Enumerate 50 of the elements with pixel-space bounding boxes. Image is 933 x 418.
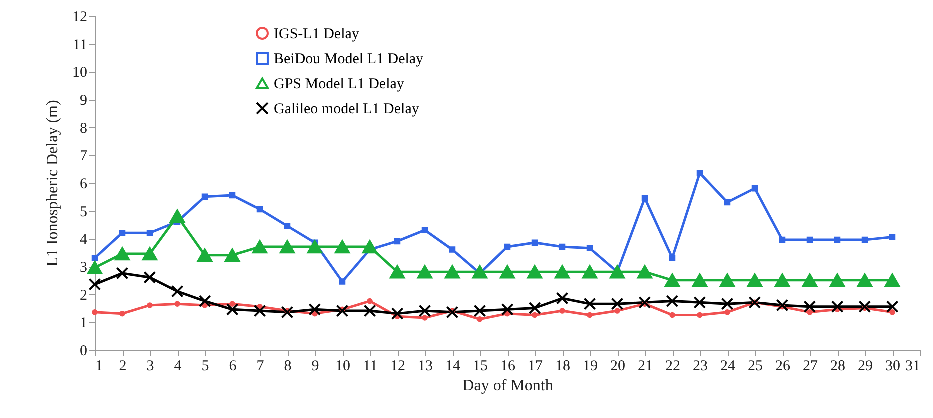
x-tick-label: 16 — [500, 358, 516, 374]
x-tick-label: 14 — [446, 358, 461, 374]
x-tick-label: 5 — [202, 358, 210, 374]
x-tick-label: 31 — [906, 358, 920, 374]
y-tick-label: 0 — [80, 344, 88, 360]
y-tick-label: 8 — [80, 120, 88, 137]
x-tick-label: 13 — [418, 358, 433, 374]
x-tick-label: 7 — [256, 358, 265, 374]
x-tick-label: 27 — [803, 358, 818, 374]
x-tick-label: 2 — [119, 358, 127, 374]
y-tick-label: 4 — [80, 232, 88, 248]
x-tick-label: 22 — [666, 358, 680, 374]
x-tick-label: 28 — [830, 358, 846, 374]
y-tick-label: 6 — [80, 176, 88, 192]
x-tick-label: 29 — [858, 358, 873, 374]
x-tick-label: 18 — [556, 358, 570, 374]
x-tick-label: 26 — [776, 358, 791, 374]
legend-label: GPS Model L1 Delay — [274, 76, 405, 92]
x-tick-label: 11 — [363, 358, 378, 374]
x-tick-label: 19 — [583, 358, 598, 374]
y-tick-label: 5 — [80, 204, 88, 220]
y-tick-label: 10 — [72, 65, 88, 82]
legend-label: IGS-L1 Delay — [274, 26, 360, 42]
x-tick-label: 20 — [610, 358, 626, 374]
x-tick-label: 17 — [528, 358, 544, 374]
x-tick-label: 6 — [229, 358, 238, 374]
legend-label: Galileo model L1 Delay — [274, 102, 420, 118]
y-tick-label: 3 — [80, 260, 88, 276]
y-tick-label: 2 — [80, 288, 88, 304]
x-axis-title: Day of Month — [462, 378, 554, 394]
x-tick-label: 23 — [693, 358, 708, 374]
x-tick-label: 25 — [748, 358, 763, 374]
x-tick-label: 24 — [720, 358, 736, 374]
x-tick-label: 9 — [312, 358, 320, 374]
y-tick-label: 7 — [80, 148, 88, 165]
legend-label: BeiDou Model L1 Delay — [274, 52, 424, 68]
y-tick-label: 1 — [80, 316, 88, 332]
x-tick-label: 12 — [390, 358, 406, 374]
y-tick-label: 12 — [72, 10, 88, 26]
y-tick-label: 9 — [80, 93, 88, 109]
x-tick-label: 1 — [96, 358, 103, 374]
x-tick-label: 15 — [473, 358, 488, 374]
x-tick-label: 8 — [284, 358, 292, 374]
x-tick-label: 10 — [336, 358, 350, 374]
x-tick-label: 30 — [886, 358, 900, 374]
x-tick-label: 3 — [146, 358, 154, 374]
x-tick-label: 21 — [638, 358, 653, 374]
y-tick-label: 11 — [73, 37, 88, 54]
x-tick-label: 4 — [174, 358, 182, 374]
y-axis-title: L1 Ionospheric Delay (m) — [44, 100, 62, 267]
